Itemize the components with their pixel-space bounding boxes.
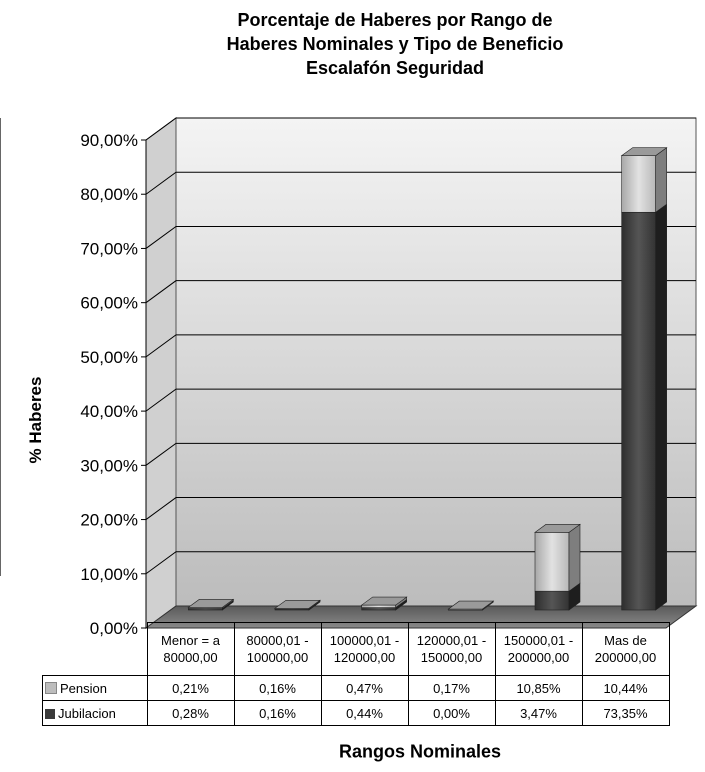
- y-tick-label: 90,00%: [80, 131, 138, 150]
- category-label: 100000,01 -120000,00: [320, 622, 409, 676]
- bar-pension: [361, 604, 396, 608]
- table-row-jubilacion: Jubilacion 0,28% 0,16% 0,44% 0,00% 3,47%…: [42, 700, 670, 726]
- y-tick-label: 60,00%: [80, 294, 138, 313]
- chart-title-line-1: Porcentaje de Haberes por Rango de: [237, 10, 553, 30]
- side-wall: [145, 117, 177, 629]
- data-label: 10,44%: [581, 675, 670, 701]
- gridline: [145, 171, 696, 195]
- bar-jubilacion: [621, 211, 656, 611]
- data-label: 0,44%: [320, 700, 409, 726]
- bar-top-pension: [187, 599, 235, 608]
- data-label: 0,47%: [320, 675, 409, 701]
- category-label: 80000,01 -100000,00: [233, 622, 322, 676]
- back-wall: [175, 117, 697, 607]
- table-corner: [43, 623, 148, 676]
- data-label: 73,35%: [581, 700, 670, 726]
- bar-top-pension: [274, 599, 321, 609]
- bar-jubilacion: [361, 607, 396, 611]
- bar-side-pension: [568, 523, 581, 592]
- data-label: 0,16%: [233, 700, 322, 726]
- data-label: 0,17%: [407, 675, 496, 701]
- y-tick-label: 30,00%: [80, 456, 138, 475]
- category-label: 150000,01 -200000,00: [494, 622, 583, 676]
- y-tick-label: 70,00%: [80, 239, 138, 258]
- table-header-row: Menor = a 80000,00 80000,01 -100000,00 10…: [43, 622, 670, 676]
- x-axis-label: Rangos Nominales: [338, 741, 502, 762]
- bar-top-pension: [447, 600, 495, 610]
- gridline: [145, 117, 696, 141]
- gridline: [145, 388, 696, 412]
- left-edge-line: [0, 118, 1, 576]
- bar-pension: [534, 532, 570, 592]
- legend-entry-jubilacion: Jubilacion: [42, 700, 148, 726]
- category-label: Mas de 200000,00: [581, 622, 670, 676]
- gridline: [145, 497, 696, 520]
- legend-swatch-jubilacion: [45, 708, 55, 719]
- data-label: 0,21%: [146, 675, 235, 701]
- y-tick-label: 10,00%: [80, 565, 138, 584]
- legend-swatch-pension: [45, 681, 57, 694]
- data-label: 0,28%: [146, 700, 235, 726]
- gridline: [145, 225, 696, 249]
- bar-top-pension: [620, 147, 668, 156]
- y-tick-label: 40,00%: [80, 402, 138, 421]
- data-label: 0,16%: [233, 675, 322, 701]
- category-label: 120000,01 -150000,00: [407, 622, 496, 676]
- chart-title-line-2: Haberes Nominales y Tipo de Beneficio: [226, 34, 564, 54]
- bar-jubilacion: [534, 590, 570, 611]
- table-row-pension: Pension 0,21% 0,16% 0,47% 0,17% 10,85% 1…: [42, 675, 670, 701]
- bar-top-pension: [360, 596, 408, 606]
- chart-title: Porcentaje de Haberes por Rango de Haber…: [185, 8, 605, 80]
- data-label: 10,85%: [494, 675, 583, 701]
- legend-entry-pension: Pension: [42, 675, 148, 701]
- y-tick-label: 20,00%: [80, 511, 138, 530]
- bar-pension: [621, 155, 656, 213]
- data-label: 0,00%: [407, 700, 496, 726]
- y-tick-label: 50,00%: [80, 348, 138, 367]
- chart-layer: 0,00% 10,00% 20,00% 30,00% 40,00% 50,00% 60,00…: [80, 117, 698, 638]
- y-tick-label: 80,00%: [80, 185, 138, 204]
- chart-plot: 0,00% 10,00% 20,00% 30,00% 40,00% 50,00% 60,00…: [80, 117, 698, 638]
- gridline: [145, 442, 696, 466]
- category-label: Menor = a 80000,00: [146, 622, 235, 676]
- bar-side-pension: [655, 147, 667, 213]
- bar-side-jubilacion: [655, 203, 667, 611]
- bar-top-pension: [534, 524, 581, 533]
- data-label: 3,47%: [494, 700, 583, 726]
- gridline: [145, 334, 696, 358]
- gridline: [145, 280, 696, 304]
- gridline: [145, 551, 696, 575]
- y-tick-label: 0,00%: [90, 619, 138, 638]
- chart-title-line-3: Escalafón Seguridad: [305, 58, 485, 78]
- data-table: Menor = a 80000,00 80000,01 -100000,00 10…: [42, 622, 670, 726]
